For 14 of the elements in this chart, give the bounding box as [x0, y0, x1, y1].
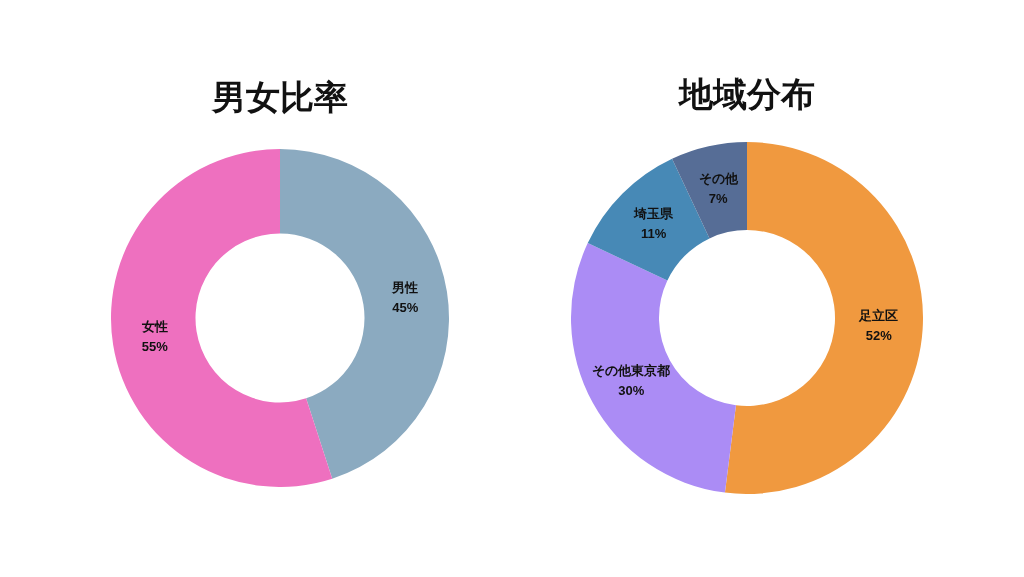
data-label: 7%	[708, 190, 729, 206]
slice-label: 男性	[391, 279, 419, 295]
chart-title: 男女比率	[210, 77, 349, 117]
data-label: 52%	[865, 327, 893, 343]
chart-title: 地域分布	[677, 74, 816, 114]
data-label: 30%	[618, 383, 645, 399]
slice-label: 足立区	[858, 307, 899, 323]
data-label: 45%	[392, 299, 419, 315]
slice-label: 女性	[140, 319, 168, 335]
slice-label: 埼玉県	[633, 206, 675, 222]
slice-label: その他	[698, 170, 739, 186]
slice-label: その他東京都	[592, 363, 671, 379]
data-label: 11%	[641, 226, 667, 242]
data-label: 55%	[141, 339, 169, 355]
